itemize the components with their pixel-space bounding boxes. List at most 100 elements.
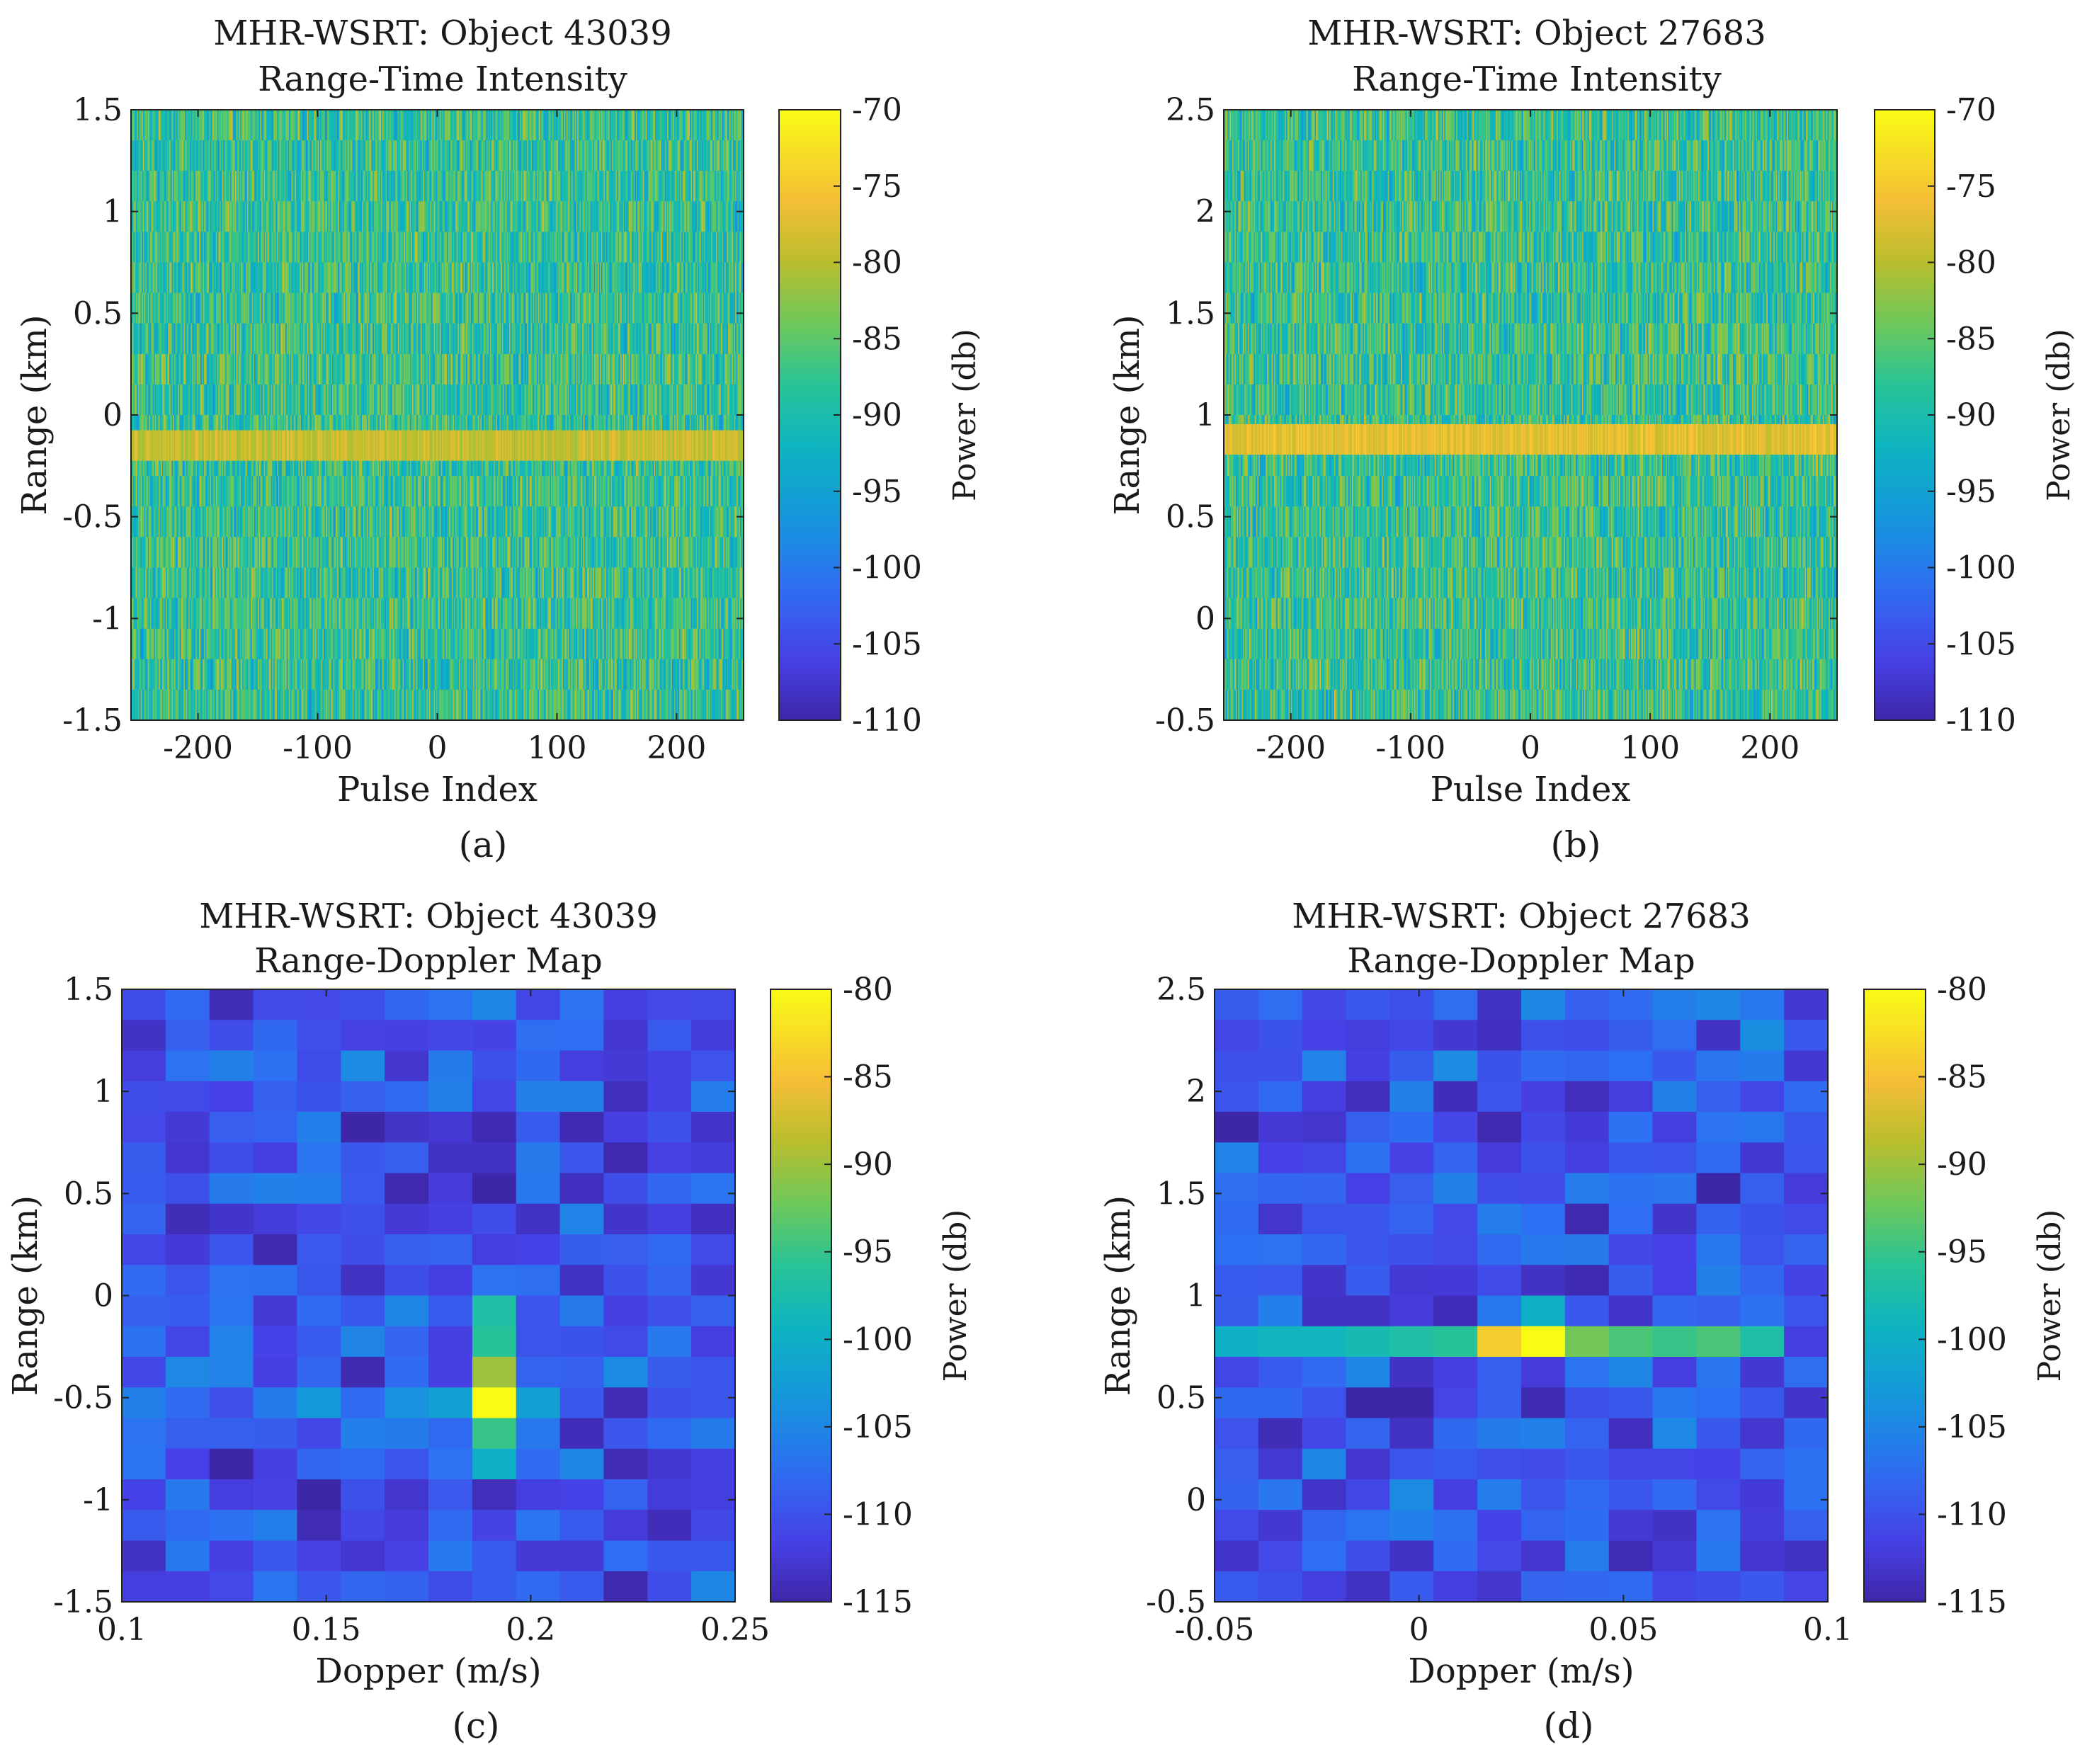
heatmap-cell	[212, 201, 215, 232]
heatmap-cell	[412, 353, 414, 385]
heatmap-cell	[650, 201, 652, 232]
heatmap-cell	[666, 140, 668, 171]
heatmap-cell	[606, 171, 608, 202]
heatmap-cell	[164, 323, 166, 355]
heatmap-cell	[208, 384, 211, 416]
heatmap-cell	[467, 171, 470, 202]
heatmap-cell	[724, 110, 727, 141]
heatmap-cell	[485, 140, 487, 171]
heatmap-cell	[210, 232, 212, 263]
heatmap-cell	[596, 110, 598, 141]
heatmap-cell	[681, 323, 683, 355]
heatmap-cell	[574, 171, 577, 202]
heatmap-cell	[229, 384, 231, 416]
heatmap-cell	[682, 353, 685, 385]
heatmap-cell	[716, 140, 718, 171]
heatmap-cell	[462, 262, 465, 294]
heatmap-cell	[508, 262, 511, 294]
heatmap-cell	[390, 110, 392, 141]
heatmap-cell	[675, 292, 677, 324]
heatmap-cell	[695, 201, 698, 232]
heatmap-cell	[346, 140, 348, 171]
heatmap-cell	[579, 171, 581, 202]
heatmap-cell	[492, 262, 494, 294]
heatmap-cell	[166, 110, 169, 141]
heatmap-cell	[353, 323, 356, 355]
heatmap-cell	[358, 201, 360, 232]
heatmap-cell	[164, 292, 166, 324]
heatmap-cell	[550, 110, 552, 141]
heatmap-cell	[272, 262, 274, 294]
heatmap-cell	[174, 171, 176, 202]
heatmap-cell	[414, 110, 416, 141]
heatmap-cell	[300, 323, 302, 355]
heatmap-cell	[404, 232, 406, 263]
heatmap-cell	[421, 262, 423, 294]
heatmap-cell	[548, 171, 550, 202]
heatmap-cell	[296, 353, 298, 385]
heatmap-cell	[205, 171, 208, 202]
heatmap-cell	[547, 292, 550, 324]
heatmap-cell	[610, 110, 613, 141]
heatmap-cell	[612, 201, 614, 232]
heatmap-cell	[581, 171, 584, 202]
heatmap-cell	[632, 323, 635, 355]
heatmap-cell	[626, 140, 628, 171]
heatmap-cell	[142, 201, 144, 232]
heatmap-cell	[189, 201, 192, 232]
heatmap-cell	[371, 292, 373, 324]
heatmap-cell	[430, 353, 432, 385]
heatmap-cell	[152, 262, 154, 294]
heatmap-cell	[508, 110, 511, 141]
heatmap-cell	[605, 171, 607, 202]
heatmap-cell	[518, 323, 521, 355]
heatmap-cell	[186, 292, 188, 324]
heatmap-cell	[284, 232, 286, 263]
heatmap-cell	[418, 262, 420, 294]
heatmap-cell	[457, 232, 460, 263]
heatmap-cell	[715, 140, 717, 171]
heatmap-cell	[314, 292, 316, 324]
heatmap-cell	[215, 110, 218, 141]
heatmap-cell	[225, 201, 227, 232]
heatmap-cell	[447, 323, 449, 355]
heatmap-cell	[693, 292, 695, 324]
heatmap-cell	[690, 201, 693, 232]
heatmap-cell	[305, 353, 307, 385]
heatmap-cell	[644, 201, 647, 232]
heatmap-cell	[348, 292, 351, 324]
heatmap-cell	[309, 292, 312, 324]
heatmap-cell	[154, 323, 156, 355]
heatmap-cell	[616, 201, 619, 232]
heatmap-cell	[419, 262, 421, 294]
heatmap-cell	[241, 232, 243, 263]
heatmap-cell	[171, 201, 174, 232]
heatmap-cell	[432, 232, 435, 263]
heatmap-cell	[236, 171, 238, 202]
heatmap-cell	[432, 323, 435, 355]
heatmap-cell	[298, 292, 300, 324]
heatmap-cell	[416, 110, 418, 141]
heatmap-cell	[642, 201, 644, 232]
heatmap-cell	[263, 171, 266, 202]
heatmap-cell	[177, 140, 180, 171]
heatmap-cell	[345, 262, 347, 294]
heatmap-cell	[234, 232, 236, 263]
heatmap-cell	[161, 262, 163, 294]
heatmap-cell	[161, 353, 163, 385]
heatmap-cell	[480, 262, 482, 294]
heatmap-cell	[711, 262, 713, 294]
heatmap-cell	[647, 140, 649, 171]
heatmap-cell	[528, 323, 530, 355]
heatmap-cell	[215, 140, 218, 171]
heatmap-cell	[647, 232, 650, 263]
heatmap-cell	[293, 323, 296, 355]
heatmap-cell	[154, 353, 156, 385]
heatmap-cell	[203, 110, 205, 141]
heatmap-cell	[169, 353, 171, 385]
heatmap-cell	[737, 353, 739, 385]
heatmap-cell	[605, 262, 607, 294]
heatmap-cell	[542, 323, 545, 355]
heatmap-cell	[353, 140, 356, 171]
heatmap-cell	[739, 292, 742, 324]
